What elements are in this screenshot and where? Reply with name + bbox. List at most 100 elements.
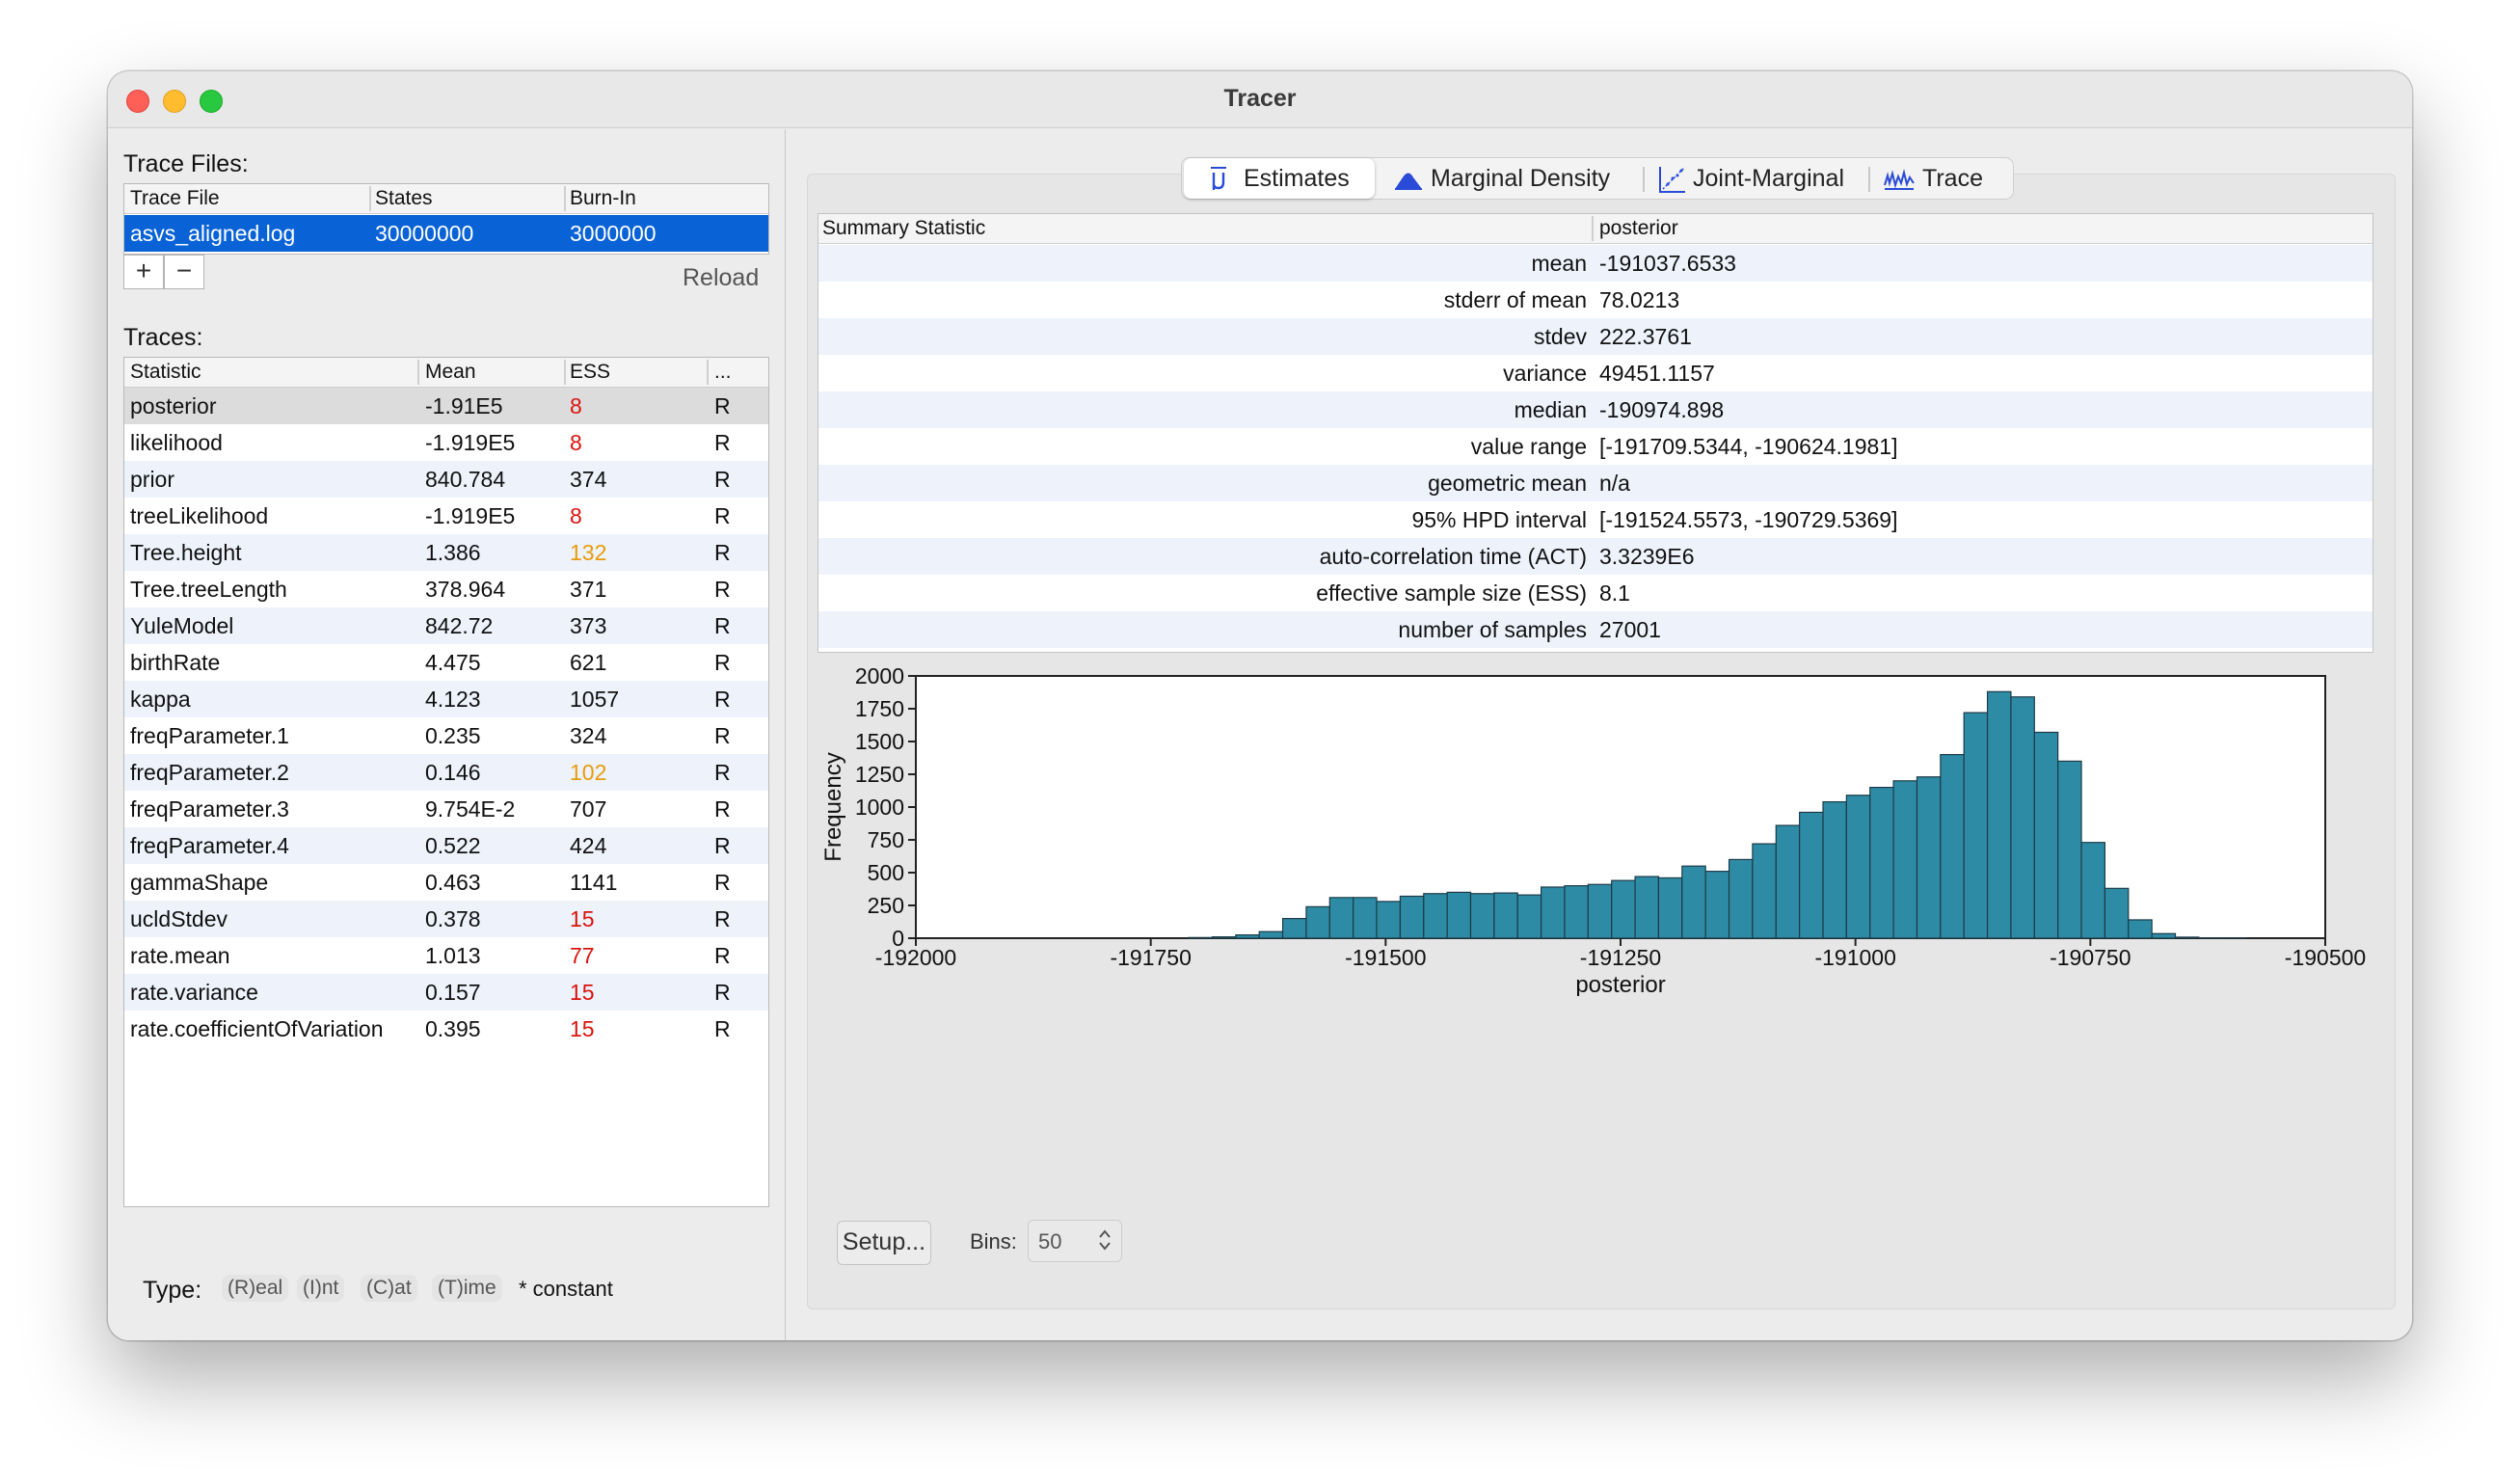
histogram-bar [1469,893,1495,939]
trace-files-table: Trace File States Burn-In asvs_aligned.l… [123,183,769,255]
trace-ess: 1141 [570,870,618,895]
y-tick-label: 750 [868,827,904,852]
summary-row[interactable]: auto-correlation time (ACT) 3.3239E6 [818,538,2373,575]
summary-row[interactable]: mean -191037.6533 [818,245,2373,282]
trace-row[interactable]: YuleModel 842.72 373 R [124,607,768,644]
x-tick-label: -191250 [1580,945,1661,970]
setup-button[interactable]: Setup... [837,1221,931,1265]
trace-ess: 8 [570,393,582,418]
column-type[interactable]: ... [714,361,732,383]
type-time-pill: (T)ime [432,1275,502,1302]
trace-row[interactable]: prior 840.784 374 R [124,461,768,498]
histogram-bar [1681,865,1706,939]
summary-value: [-191524.5573, -190729.5369] [1599,507,1898,532]
trace-name: kappa [130,687,191,712]
trace-row[interactable]: Tree.height 1.386 132 R [124,534,768,571]
summary-value: 27001 [1599,617,1661,642]
trace-files-header: Trace File States Burn-In [124,184,768,214]
trace-type: R [714,833,731,858]
y-tick-label: 0 [892,926,904,951]
tab-trace[interactable]: Trace [1874,158,2009,199]
summary-key: number of samples [1398,617,1587,642]
summary-header: Summary Statistic posterior [818,214,2373,244]
trace-row[interactable]: Tree.treeLength 378.964 371 R [124,571,768,607]
histogram-bar [1822,800,1847,939]
trace-ess: 324 [570,723,607,748]
trace-file-name: asvs_aligned.log [130,221,296,246]
trace-name: posterior [130,393,217,418]
tab-estimates[interactable]: Estimates [1184,158,1375,199]
histogram-bar [2033,731,2059,939]
trace-row[interactable]: freqParameter.3 9.754E-2 707 R [124,791,768,827]
close-window-button[interactable] [126,90,149,113]
summary-value: 222.3761 [1599,324,1692,349]
type-legend: Type: [143,1277,201,1305]
trace-row[interactable]: rate.coefficientOfVariation 0.395 15 R [124,1011,768,1047]
zoom-window-button[interactable] [200,90,223,113]
trace-row[interactable]: gammaShape 0.463 1141 R [124,864,768,901]
column-ess[interactable]: ESS [570,361,611,383]
trace-row[interactable]: birthRate 4.475 621 R [124,644,768,681]
trace-type: R [714,760,731,785]
bins-select[interactable]: 50 [1028,1220,1122,1262]
summary-row[interactable]: number of samples 27001 [818,611,2373,648]
traces-label: Traces: [123,324,203,351]
remove-trace-file-button[interactable]: − [164,255,204,289]
trace-row[interactable]: freqParameter.4 0.522 424 R [124,827,768,864]
summary-row[interactable]: variance 49451.1157 [818,355,2373,391]
x-tick-label: -190500 [2285,945,2366,970]
trace-row[interactable]: posterior -1.91E5 8 R [124,388,768,424]
trace-file-row[interactable]: asvs_aligned.log 30000000 3000000 [124,215,768,252]
summary-row[interactable]: stderr of mean 78.0213 [818,282,2373,318]
posterior-histogram: -192000 -191750 -191500 -191250 -191000 -1907… [820,663,2366,996]
trace-row[interactable]: freqParameter.1 0.235 324 R [124,717,768,754]
trace-row[interactable]: likelihood -1.919E5 8 R [124,424,768,461]
column-statistic[interactable]: Statistic [130,361,201,383]
trace-type: R [714,467,731,492]
trace-file-burnin[interactable]: 3000000 [570,221,657,246]
column-summary-statistic[interactable]: Summary Statistic [822,217,986,239]
trace-row[interactable]: ucldStdev 0.378 15 R [124,901,768,937]
histogram-bar [1235,934,1260,939]
column-states[interactable]: States [375,187,433,209]
x-tick-label: -191500 [1345,945,1426,970]
summary-row[interactable]: stdev 222.3761 [818,318,2373,355]
summary-statistics-table: Summary Statistic posterior mean -191037.… [818,213,2373,653]
trace-ess: 707 [570,796,607,822]
trace-type: R [714,613,731,638]
minimize-window-button[interactable] [163,90,186,113]
histogram-bar [1611,879,1636,939]
trace-row[interactable]: rate.variance 0.157 15 R [124,974,768,1011]
histogram-bar [1916,776,1942,939]
summary-row[interactable]: effective sample size (ESS) 8.1 [818,575,2373,611]
x-tick-label: -192000 [875,945,956,970]
summary-row[interactable]: value range [-191709.5344, -190624.1981] [818,428,2373,465]
histogram-bar [1587,883,1613,939]
trace-type: R [714,577,731,602]
tab-marginal-density-label: Marginal Density [1431,165,1611,192]
column-mean[interactable]: Mean [425,361,476,383]
window-title: Tracer [1223,85,1297,112]
histogram-bar [1775,824,1801,939]
trace-row[interactable]: treeLikelihood -1.919E5 8 R [124,498,768,534]
y-axis-label: Frequency [820,752,846,861]
trace-ess: 102 [570,760,607,785]
column-burn-in[interactable]: Burn-In [570,187,636,209]
tab-joint-marginal[interactable]: Joint-Marginal [1649,158,1863,199]
column-trace-file[interactable]: Trace File [130,187,220,209]
add-trace-file-button[interactable]: + [123,255,164,289]
trace-row[interactable]: freqParameter.2 0.146 102 R [124,754,768,791]
type-label: Type: [143,1277,202,1304]
summary-row[interactable]: 95% HPD interval [-191524.5573, -190729.5… [818,501,2373,538]
summary-key: value range [1470,434,1587,459]
summary-key: geometric mean [1428,471,1587,496]
summary-key: effective sample size (ESS) [1316,580,1587,606]
summary-row[interactable]: geometric mean n/a [818,465,2373,501]
column-posterior[interactable]: posterior [1599,217,1678,239]
trace-row[interactable]: rate.mean 1.013 77 R [124,937,768,974]
reload-button[interactable]: Reload [683,264,760,291]
trace-row[interactable]: kappa 4.123 1057 R [124,681,768,717]
tab-marginal-density[interactable]: Marginal Density [1377,158,1637,199]
summary-row[interactable]: median -190974.898 [818,391,2373,428]
traces-header: Statistic Mean ESS ... [124,358,768,388]
